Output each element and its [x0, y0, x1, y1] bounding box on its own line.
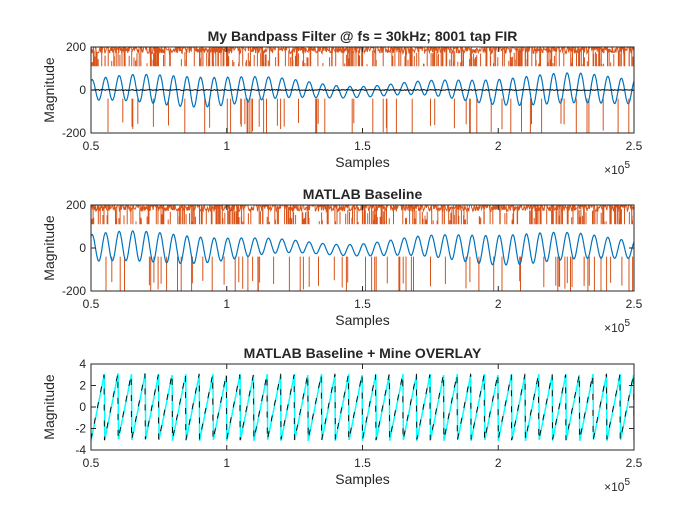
x-exponent-power: 5 [624, 477, 630, 488]
x-tick-label: 2 [495, 456, 502, 470]
x-tick-label: 0.5 [83, 456, 100, 470]
chart-3: 0.5 1 1.5 2 2.5 -4 -2 0 2 4 MATLAB Baseline + Mine… [41, 345, 643, 494]
plot-area [91, 47, 634, 133]
y-axis-label: Magnitude [41, 215, 57, 281]
x-axis-label: Samples [335, 312, 389, 328]
x-tick-label: 2.5 [626, 456, 643, 470]
y-axis-label: Magnitude [41, 374, 57, 440]
x-exponent-base: ×10 [604, 163, 625, 177]
y-tick-label: -200 [62, 126, 86, 140]
chart-1: 0.5 1 1.5 2 2.5 -200 0 200 My Bandpass Filter @ … [41, 28, 643, 177]
x-tick-label: 1.5 [354, 139, 371, 153]
series-spikes-2 [91, 205, 634, 291]
y-tick-label: -2 [75, 422, 86, 436]
x-exponent: ×105 [604, 160, 630, 177]
x-tick-label: 2.5 [626, 139, 643, 153]
y-axis-label: Magnitude [41, 57, 57, 123]
x-tick-label: 1 [223, 456, 230, 470]
x-axis-label: Samples [335, 154, 389, 170]
y-tick-label: 2 [79, 379, 86, 393]
x-tick-label: 1.5 [354, 297, 371, 311]
x-tick-label: 1 [223, 139, 230, 153]
chart-2: 0.5 1 1.5 2 2.5 -200 0 200 MATLAB Baseline Sample… [41, 186, 643, 335]
x-exponent-base: ×10 [604, 321, 625, 335]
y-tick-label: -4 [75, 443, 86, 457]
x-exponent: ×105 [604, 318, 630, 335]
x-tick-label: 0.5 [83, 297, 100, 311]
x-axis-label: Samples [335, 471, 389, 487]
x-exponent-power: 5 [624, 318, 630, 329]
x-exponent: ×105 [604, 477, 630, 494]
x-tick-label: 1 [223, 297, 230, 311]
y-tick-label: 0 [79, 400, 86, 414]
y-tick-label: -200 [62, 284, 86, 298]
y-tick-label: 0 [79, 83, 86, 97]
y-tick-label: 0 [79, 241, 86, 255]
x-tick-label: 2 [495, 297, 502, 311]
x-exponent-base: ×10 [604, 480, 625, 494]
plot-area [91, 373, 634, 441]
y-tick-label: 4 [79, 357, 86, 371]
series-spikes-1 [91, 47, 634, 133]
x-tick-label: 2 [495, 139, 502, 153]
x-tick-label: 1.5 [354, 456, 371, 470]
x-tick-label: 2.5 [626, 297, 643, 311]
chart-title: MATLAB Baseline + Mine OVERLAY [244, 345, 482, 361]
chart-title: My Bandpass Filter @ fs = 30kHz; 8001 ta… [208, 28, 518, 44]
series-baseline-1 [91, 88, 634, 92]
x-tick-label: 0.5 [83, 139, 100, 153]
x-exponent-power: 5 [624, 160, 630, 171]
series-phase-2 [91, 373, 634, 441]
y-tick-label: 200 [66, 198, 86, 212]
plot-area [91, 205, 634, 291]
y-tick-label: 200 [66, 40, 86, 54]
series-signal-2 [91, 230, 634, 266]
chart-title: MATLAB Baseline [303, 186, 423, 202]
